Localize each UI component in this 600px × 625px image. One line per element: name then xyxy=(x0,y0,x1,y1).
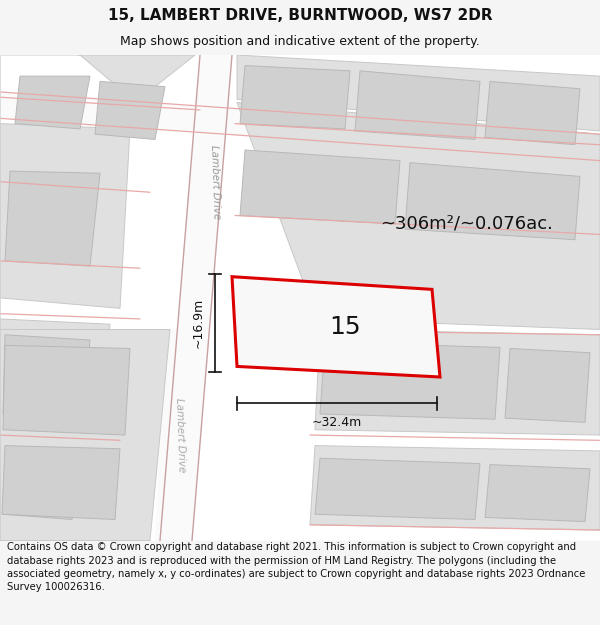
Polygon shape xyxy=(0,446,100,530)
Polygon shape xyxy=(15,76,90,129)
Text: Map shows position and indicative extent of the property.: Map shows position and indicative extent… xyxy=(120,35,480,48)
Polygon shape xyxy=(160,55,232,541)
Polygon shape xyxy=(237,102,600,329)
Polygon shape xyxy=(315,329,600,435)
Polygon shape xyxy=(0,329,170,541)
Polygon shape xyxy=(0,44,195,98)
Polygon shape xyxy=(237,55,600,131)
Polygon shape xyxy=(405,162,580,240)
Polygon shape xyxy=(3,458,80,519)
Polygon shape xyxy=(2,446,120,519)
Polygon shape xyxy=(5,171,100,266)
Polygon shape xyxy=(3,346,130,435)
Polygon shape xyxy=(95,81,165,139)
Polygon shape xyxy=(0,319,110,435)
Text: ~32.4m: ~32.4m xyxy=(312,416,362,429)
Polygon shape xyxy=(0,92,600,161)
Polygon shape xyxy=(315,458,480,519)
Polygon shape xyxy=(355,71,480,139)
Polygon shape xyxy=(0,329,140,541)
Polygon shape xyxy=(240,66,350,129)
Text: 15: 15 xyxy=(329,316,361,339)
Polygon shape xyxy=(240,150,400,224)
Polygon shape xyxy=(100,329,160,541)
Polygon shape xyxy=(485,81,580,145)
Polygon shape xyxy=(0,55,600,541)
Polygon shape xyxy=(155,329,187,541)
Polygon shape xyxy=(3,335,90,419)
Text: ~16.9m: ~16.9m xyxy=(192,298,205,348)
Text: ~306m²/~0.076ac.: ~306m²/~0.076ac. xyxy=(380,215,553,233)
Text: 15, LAMBERT DRIVE, BURNTWOOD, WS7 2DR: 15, LAMBERT DRIVE, BURNTWOOD, WS7 2DR xyxy=(107,8,493,23)
Text: Lambert Drive: Lambert Drive xyxy=(209,144,221,219)
Text: Lambert Drive: Lambert Drive xyxy=(174,398,186,472)
Polygon shape xyxy=(505,349,590,423)
Polygon shape xyxy=(310,446,600,530)
Polygon shape xyxy=(232,277,440,377)
Polygon shape xyxy=(320,342,500,419)
Text: Contains OS data © Crown copyright and database right 2021. This information is : Contains OS data © Crown copyright and d… xyxy=(7,542,586,592)
Polygon shape xyxy=(0,124,130,308)
Polygon shape xyxy=(485,464,590,522)
